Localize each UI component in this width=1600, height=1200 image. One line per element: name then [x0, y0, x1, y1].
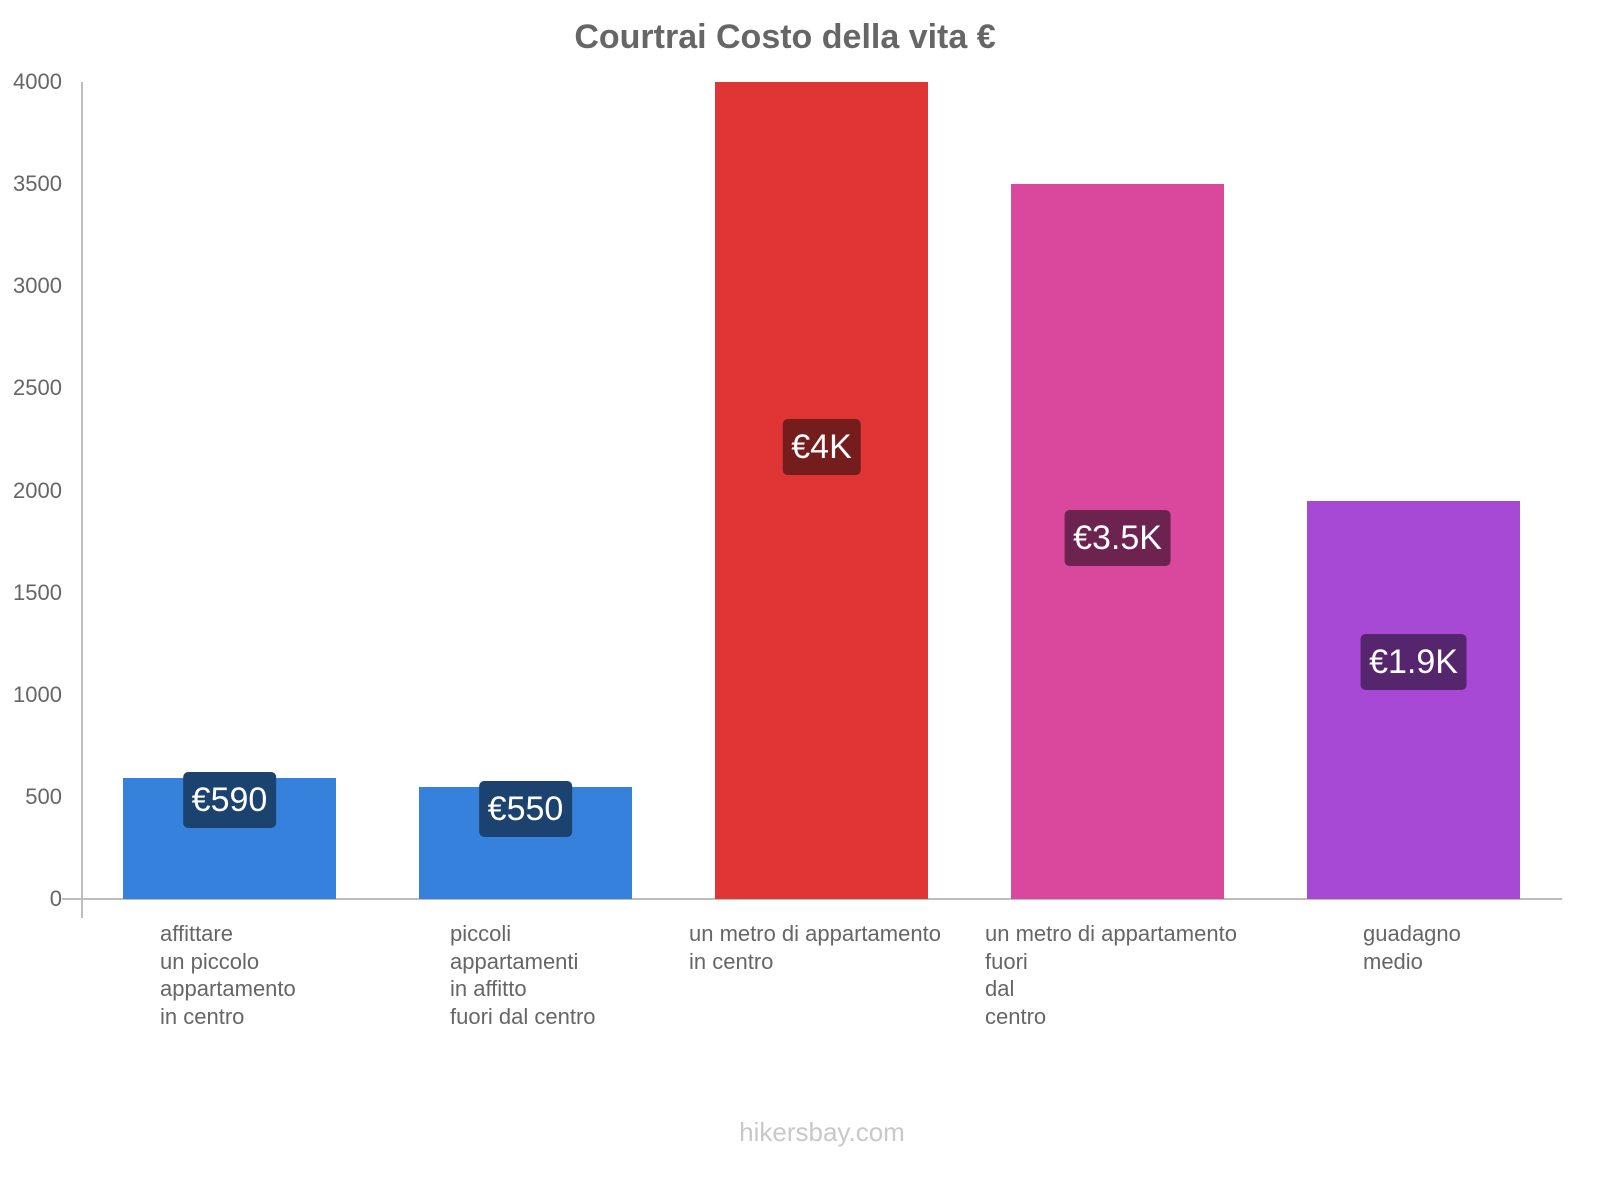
x-category-label: un metro di appartamento fuori dal centr…: [985, 921, 1237, 1029]
bar-value-label: €4K: [782, 418, 861, 475]
x-category-label: un metro di appartamento in centro: [689, 921, 941, 974]
bar[interactable]: [715, 82, 928, 899]
x-axis-line: [62, 898, 1562, 900]
x-category-label: affittare un piccolo appartamento in cen…: [160, 921, 296, 1029]
y-tick-label: 3500: [13, 171, 62, 197]
bar-value-label: €3.5K: [1064, 509, 1171, 566]
y-tick-label: 4000: [13, 69, 62, 94]
y-tick-label: 0: [49, 886, 62, 911]
x-category-label: guadagno medio: [1363, 921, 1461, 974]
bar-value-label: €1.9K: [1360, 633, 1467, 690]
bar[interactable]: [1307, 500, 1520, 899]
bar-value-label: €590: [182, 772, 277, 829]
footer-watermark: hikersbay.com: [739, 1117, 905, 1147]
y-tick-label: 3000: [13, 273, 62, 299]
y-tick-label: 1500: [13, 579, 62, 605]
chart-title: Courtrai Costo della vita €: [574, 18, 996, 56]
y-tick-label: 500: [25, 783, 62, 809]
y-tick-label: 2000: [13, 477, 62, 503]
y-tick-label: 1000: [13, 681, 62, 707]
bar-value-label: €550: [478, 780, 573, 837]
y-tick-label: 2500: [13, 375, 62, 401]
x-category-label: piccoli appartamenti in affitto fuori da…: [450, 921, 596, 1029]
y-axis-line: [81, 82, 83, 918]
